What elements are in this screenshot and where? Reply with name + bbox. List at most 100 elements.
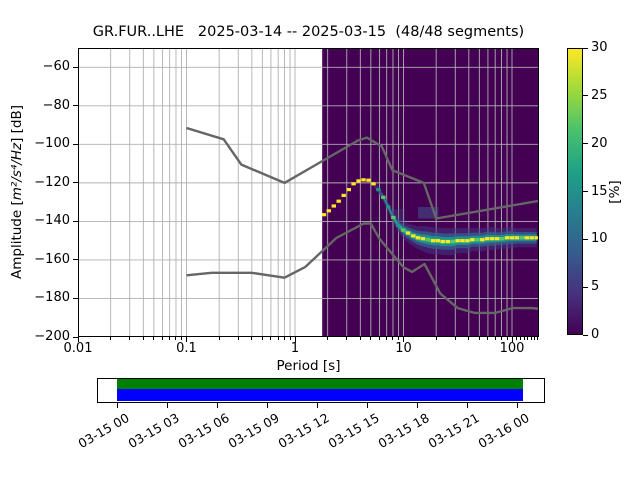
- timeline-tick-label: 03-15 09: [225, 410, 282, 452]
- x-minor-tick: [283, 337, 285, 340]
- x-minor-tick: [536, 337, 538, 340]
- timeline-tick: [217, 403, 218, 408]
- colorbar-tick: [583, 143, 588, 145]
- x-major-tick: [403, 337, 404, 342]
- y-tick-label: −120: [34, 174, 70, 190]
- y-tick: [72, 105, 78, 107]
- x-minor-tick: [494, 337, 496, 340]
- plot-title: GR.FUR..LHE 2025-03-14 -- 2025-03-15 (48…: [92, 24, 525, 40]
- colorbar-tick: [583, 238, 588, 240]
- x-minor-tick: [346, 337, 348, 340]
- y-tick: [72, 220, 78, 222]
- timeline-tick: [467, 403, 468, 408]
- x-minor-tick: [506, 337, 508, 340]
- y-tick: [72, 336, 78, 338]
- x-minor-tick: [533, 337, 535, 340]
- plot-frame: [78, 48, 539, 337]
- x-minor-tick: [277, 337, 279, 340]
- x-minor-tick: [359, 337, 361, 340]
- x-minor-tick: [327, 337, 329, 340]
- timeline-tick: [417, 403, 418, 408]
- x-minor-tick: [478, 337, 480, 340]
- colorbar-tick-label: 0: [591, 327, 600, 342]
- timeline-tick: [167, 403, 168, 408]
- x-minor-tick: [398, 337, 400, 340]
- x-tick-label: 1: [290, 341, 300, 356]
- x-tick-label: 0.01: [63, 341, 93, 356]
- x-minor-tick: [378, 337, 380, 340]
- histogram-probability-band: [393, 216, 537, 244]
- y-tick-label: −160: [34, 251, 70, 267]
- x-tick-label: 100: [499, 341, 525, 356]
- colorbar-tick: [583, 286, 588, 288]
- x-minor-tick: [392, 337, 394, 340]
- colorbar-tick-label: 5: [591, 279, 600, 295]
- x-major-tick: [186, 337, 187, 342]
- colorbar-tick-label: 30: [591, 40, 608, 55]
- colorbar-tick: [583, 95, 588, 97]
- x-minor-tick: [454, 337, 456, 340]
- x-minor-tick: [175, 337, 177, 340]
- x-minor-tick: [218, 337, 220, 340]
- timeline-tick-label: 03-15 12: [275, 410, 332, 452]
- timeline-tick: [517, 403, 518, 408]
- colorbar-tick-label: 10: [591, 231, 608, 247]
- x-major-tick: [511, 337, 513, 342]
- y-tick-label: −140: [34, 213, 70, 229]
- timeline-tick: [317, 403, 318, 408]
- x-axis-label: Period [s]: [276, 358, 341, 374]
- grid-lines: [78, 48, 539, 337]
- x-major-tick: [77, 337, 79, 342]
- x-minor-tick: [142, 337, 144, 340]
- x-minor-tick: [500, 337, 502, 340]
- timeline-tick-label: 03-15 18: [375, 410, 432, 452]
- x-minor-tick: [386, 337, 388, 340]
- timeline-availability-box: [97, 378, 545, 403]
- histogram-mode-squares: [321, 178, 539, 244]
- x-minor-tick: [530, 337, 532, 340]
- timeline-tick-label: 03-15 00: [75, 410, 132, 452]
- x-minor-tick: [110, 337, 112, 340]
- timeline-tick-label: 03-15 03: [125, 410, 182, 452]
- colorbar-tick-label: 20: [591, 135, 608, 151]
- y-tick: [72, 297, 78, 299]
- timeline-tick-label: 03-15 21: [425, 410, 482, 452]
- x-minor-tick: [487, 337, 489, 340]
- timeline-tick-label: 03-16 00: [475, 410, 532, 452]
- timeline-used-bar: [116, 389, 523, 401]
- x-tick-label: 0.1: [176, 341, 197, 356]
- x-minor-tick: [129, 337, 131, 340]
- colorbar-tick: [583, 47, 588, 49]
- x-minor-tick: [261, 337, 263, 340]
- y-tick-label: −200: [34, 329, 70, 344]
- colorbar-tick-label: 25: [591, 87, 608, 103]
- y-tick-label: −60: [42, 59, 70, 75]
- nhnm-noise-model-curve: [186, 126, 539, 220]
- timeline-tick: [367, 403, 368, 408]
- histogram-background: [322, 48, 539, 337]
- colorbar-tick: [583, 191, 588, 192]
- colorbar: [567, 48, 583, 335]
- x-minor-tick: [161, 337, 163, 340]
- timeline-tick-label: 03-15 06: [175, 410, 232, 452]
- timeline-tick: [117, 403, 118, 408]
- colorbar-tick: [583, 334, 588, 336]
- x-tick-label: 10: [395, 341, 412, 356]
- x-minor-tick: [527, 337, 529, 340]
- y-tick-label: −180: [34, 290, 70, 306]
- x-minor-tick: [270, 337, 272, 340]
- y-tick-label: −100: [34, 136, 70, 152]
- x-minor-tick: [181, 337, 183, 340]
- timeline-tick: [267, 403, 268, 408]
- colorbar-label: [%]: [607, 180, 623, 204]
- x-minor-tick: [169, 337, 171, 340]
- x-minor-tick: [468, 337, 470, 340]
- nlnm-noise-model-curve: [186, 222, 539, 315]
- y-tick: [72, 143, 78, 145]
- y-tick: [72, 259, 78, 261]
- x-minor-tick: [289, 337, 291, 340]
- x-major-tick: [294, 337, 296, 342]
- x-minor-tick: [515, 337, 517, 340]
- y-tick: [72, 66, 78, 68]
- colorbar-tick-label: 15: [591, 183, 608, 199]
